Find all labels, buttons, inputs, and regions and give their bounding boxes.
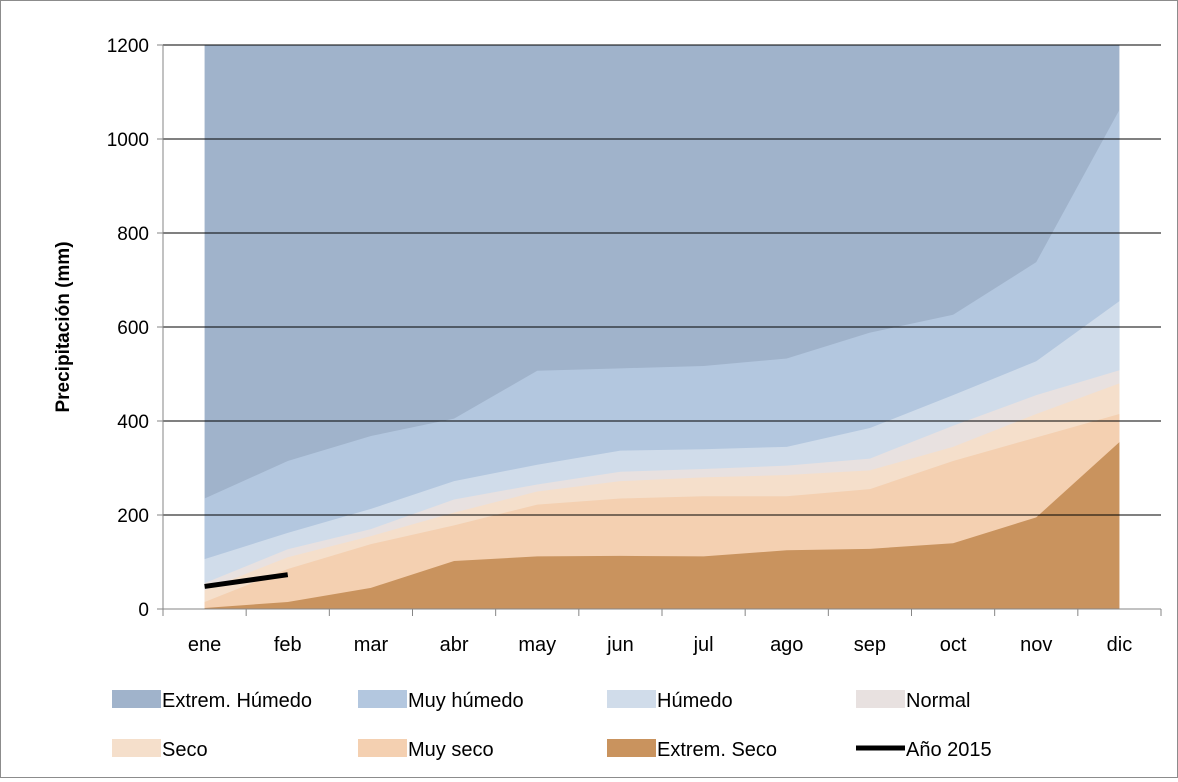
legend-swatch-normal — [856, 690, 905, 708]
legend-swatch-muy-seco — [358, 739, 407, 757]
legend-label-humedo: Húmedo — [657, 690, 733, 712]
legend-swatch-seco — [112, 739, 161, 757]
legend-label-seco: Seco — [162, 739, 208, 761]
y-tick-label-600: 600 — [117, 318, 149, 339]
y-tick-label-400: 400 — [117, 412, 149, 433]
legend-label-normal: Normal — [906, 690, 970, 712]
x-tick-label-ene: ene — [188, 634, 221, 656]
x-tick-label-abr: abr — [440, 634, 469, 656]
line-ano-2015 — [204, 572, 289, 589]
y-tick-label-0: 0 — [138, 600, 149, 621]
x-tick-label-feb: feb — [274, 634, 302, 656]
y-tick-label-1200: 1200 — [107, 36, 149, 57]
legend-swatch-humedo — [607, 690, 656, 708]
area-extrem-seco — [204, 442, 1120, 609]
y-tick-label-200: 200 — [117, 506, 149, 527]
x-tick-label-jun: jun — [606, 634, 634, 656]
x-tick-label-nov: nov — [1020, 634, 1052, 656]
legend-label-ano-2015: Año 2015 — [906, 739, 992, 761]
x-tick-label-dic: dic — [1107, 634, 1133, 656]
y-tick-label-800: 800 — [117, 224, 149, 245]
legend-label-muy-seco: Muy seco — [408, 739, 494, 761]
legend-label-extrem-seco: Extrem. Seco — [657, 739, 777, 761]
x-tick-label-ago: ago — [770, 634, 803, 656]
y-tick-label-1000: 1000 — [107, 130, 149, 151]
x-tick-label-sep: sep — [854, 634, 886, 656]
y-axis-title: Precipitación (mm) — [53, 241, 74, 412]
legend-swatch-muy-humedo — [358, 690, 407, 708]
legend-swatch-extrem-seco — [607, 739, 656, 757]
x-tick-label-may: may — [518, 634, 556, 656]
legend-swatch-extrem-humedo — [112, 690, 161, 708]
x-tick-label-oct: oct — [940, 634, 967, 656]
x-tick-label-jul: jul — [693, 634, 714, 656]
x-tick-label-mar: mar — [354, 634, 389, 656]
legend-label-muy-humedo: Muy húmedo — [408, 690, 524, 712]
legend-label-extrem-humedo: Extrem. Húmedo — [162, 690, 312, 712]
